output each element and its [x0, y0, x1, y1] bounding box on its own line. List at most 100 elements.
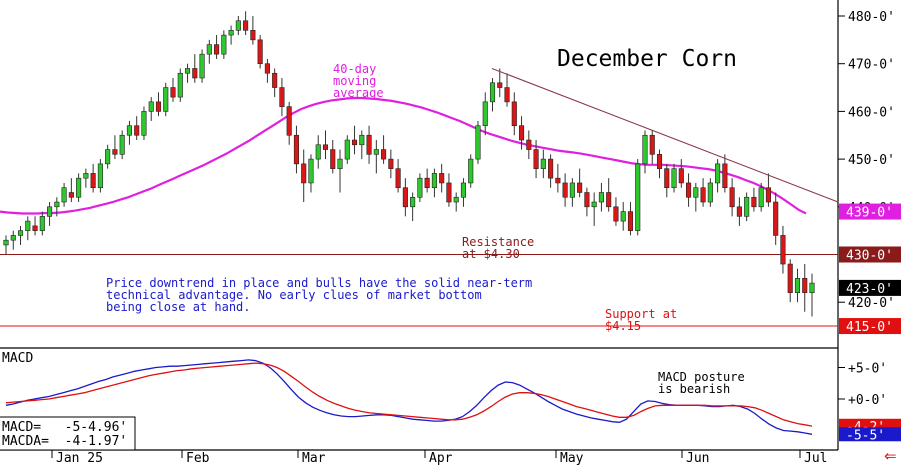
price-tag: 423-0' — [839, 279, 901, 297]
candle-body-up — [105, 149, 111, 165]
candle-body-down — [562, 182, 568, 198]
support-label-line2: $4.15 — [605, 319, 641, 333]
macd-panel-title: MACD — [2, 351, 33, 366]
candle — [773, 192, 779, 245]
candle-body-down — [497, 82, 503, 88]
candle-body-down — [32, 225, 38, 231]
candle-body-up — [3, 239, 9, 246]
macda-readout: MACDA= -4-1.97' — [2, 434, 127, 449]
macd-tag-bg — [839, 427, 901, 442]
candle-body-down — [155, 101, 162, 112]
resistance-label-line1: Resistance — [462, 235, 534, 249]
resistance-label-line2: at $4.30 — [462, 247, 520, 261]
macd-readout-box — [0, 416, 136, 451]
candle-body-down — [214, 44, 220, 55]
candle — [424, 168, 430, 193]
candle-body-down — [729, 187, 735, 208]
candle — [257, 35, 263, 69]
candle-body-down — [656, 154, 663, 169]
candle — [76, 173, 82, 203]
candle-body-up — [184, 68, 191, 74]
candle — [417, 173, 423, 203]
macd-tag: -5-5' — [839, 427, 901, 443]
candle — [47, 202, 53, 226]
candle — [744, 192, 750, 222]
candle — [134, 116, 140, 141]
candle — [97, 159, 103, 193]
price-tag-bg — [839, 246, 901, 263]
candle — [235, 16, 241, 36]
commentary-line2: technical advantage. No early clues of m… — [106, 288, 482, 302]
candle-body-up — [17, 230, 24, 236]
candle-body-down — [511, 101, 517, 127]
macd-readout: MACD= -5-4.96' — [2, 420, 127, 435]
x-ticks: Jan 25 Feb Mar Apr May Jun Jul — [51, 450, 827, 466]
candle — [489, 78, 496, 112]
candle-body-down — [649, 134, 655, 155]
candle-body-up — [308, 158, 314, 184]
candle-body-up — [489, 82, 496, 103]
candle — [729, 178, 735, 217]
candle-body-up — [460, 182, 467, 198]
candle — [148, 97, 154, 121]
candle-body-up — [431, 173, 437, 189]
price-tag-text: 423-0' — [846, 282, 893, 297]
candle — [591, 192, 597, 226]
candle — [381, 135, 387, 164]
macda-line — [5, 362, 813, 427]
candlestick-layer — [3, 11, 815, 317]
candle — [678, 159, 684, 188]
candle — [482, 92, 488, 136]
price-tag-text: 430-0' — [846, 249, 893, 264]
candle-body-down — [134, 125, 140, 136]
candle-body-up — [25, 220, 31, 231]
candle-body-up — [126, 125, 132, 136]
candle — [337, 149, 343, 193]
candle-body-up — [794, 278, 801, 293]
macd-annotation-line1: MACD posture — [658, 370, 745, 384]
candle-body-up — [671, 168, 677, 189]
candle — [243, 11, 249, 36]
price-y-ticks: 480-0'470-0'460-0'450-0'440-0'420-0' — [838, 10, 895, 311]
candle — [112, 135, 118, 160]
candle — [533, 140, 539, 179]
candle — [359, 130, 365, 160]
candle-body-up — [410, 196, 416, 208]
candle — [228, 25, 234, 45]
candle-body-up — [235, 20, 241, 31]
candle-body-down — [301, 163, 307, 184]
candle-body-down — [68, 192, 74, 198]
candle — [700, 178, 706, 207]
arrow-left-icon[interactable]: ⇐ — [884, 447, 897, 465]
candle-body-down — [250, 30, 256, 41]
candle-body-up — [475, 125, 481, 160]
candle-body-down — [736, 206, 742, 217]
candle-body-down — [555, 177, 561, 184]
candle-body-down — [765, 187, 771, 203]
candle-body-down — [279, 87, 285, 107]
candle-body-up — [148, 101, 154, 112]
candle — [722, 154, 728, 193]
candle — [351, 125, 358, 155]
candle — [308, 154, 314, 193]
candle-body-up — [744, 196, 750, 217]
candle-body-down — [533, 149, 539, 169]
candle-body-up — [163, 87, 169, 112]
candle — [163, 82, 169, 117]
candle-body-down — [606, 192, 612, 208]
candle-body-up — [10, 235, 16, 241]
candle — [715, 159, 721, 193]
candle — [366, 125, 372, 164]
y-tick-label: 450-0' — [848, 153, 895, 168]
candle-body-up — [758, 187, 764, 208]
support-label-line1: Support at — [605, 307, 677, 321]
price-tag-text: 415-0' — [846, 320, 893, 335]
candle-body-up — [598, 192, 604, 203]
candle — [693, 182, 699, 212]
candle-body-down — [293, 134, 300, 165]
candle — [344, 135, 350, 164]
candle-body-down — [526, 139, 532, 150]
candle — [635, 159, 641, 236]
candle — [250, 16, 256, 45]
